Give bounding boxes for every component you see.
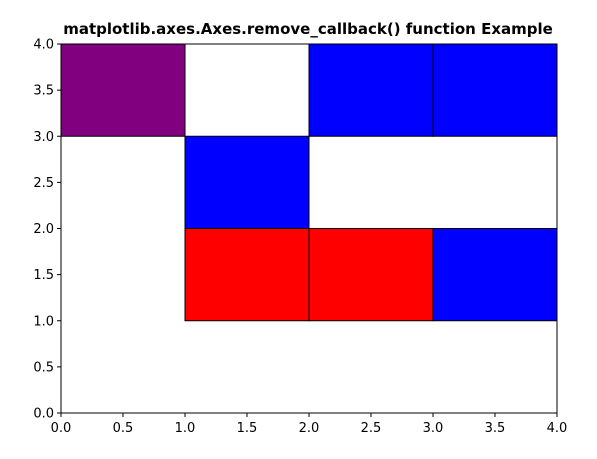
y-tick-label: 2.0 (33, 222, 54, 237)
y-tick-label: 1.5 (33, 268, 54, 283)
cell-4 (184, 228, 310, 322)
y-tick-label: 3.5 (33, 84, 54, 99)
y-tick-label: 0.5 (33, 360, 54, 375)
x-tick-label: 2.5 (361, 421, 382, 436)
cell-2 (432, 43, 558, 137)
y-tick-label: 2.5 (33, 176, 54, 191)
y-tick-label: 4.0 (33, 38, 54, 53)
y-tick-label: 0.0 (33, 407, 54, 422)
cell-3 (184, 135, 310, 229)
cells-layer (60, 43, 558, 322)
x-tick-label: 1.5 (237, 421, 258, 436)
x-tick-label: 3.5 (485, 421, 506, 436)
x-tick-label: 0.0 (51, 421, 72, 436)
chart-title: matplotlib.axes.Axes.remove_callback() f… (63, 20, 553, 38)
x-tick-label: 2.0 (299, 421, 320, 436)
cell-1 (308, 43, 434, 137)
x-tick-label: 0.5 (113, 421, 134, 436)
cell-0 (60, 43, 186, 137)
x-tick-label: 3.0 (423, 421, 444, 436)
y-tick-label: 1.0 (33, 314, 54, 329)
y-axis: 0.0 0.5 1.0 1.5 2.0 2.5 3.0 3.5 4.0 (33, 38, 61, 422)
cell-6 (432, 228, 558, 322)
x-axis: 0.0 0.5 1.0 1.5 2.0 2.5 3.0 3.5 4.0 (51, 413, 568, 436)
x-tick-label: 4.0 (547, 421, 568, 436)
x-tick-label: 1.0 (175, 421, 196, 436)
y-tick-label: 3.0 (33, 130, 54, 145)
cell-5 (308, 228, 434, 322)
